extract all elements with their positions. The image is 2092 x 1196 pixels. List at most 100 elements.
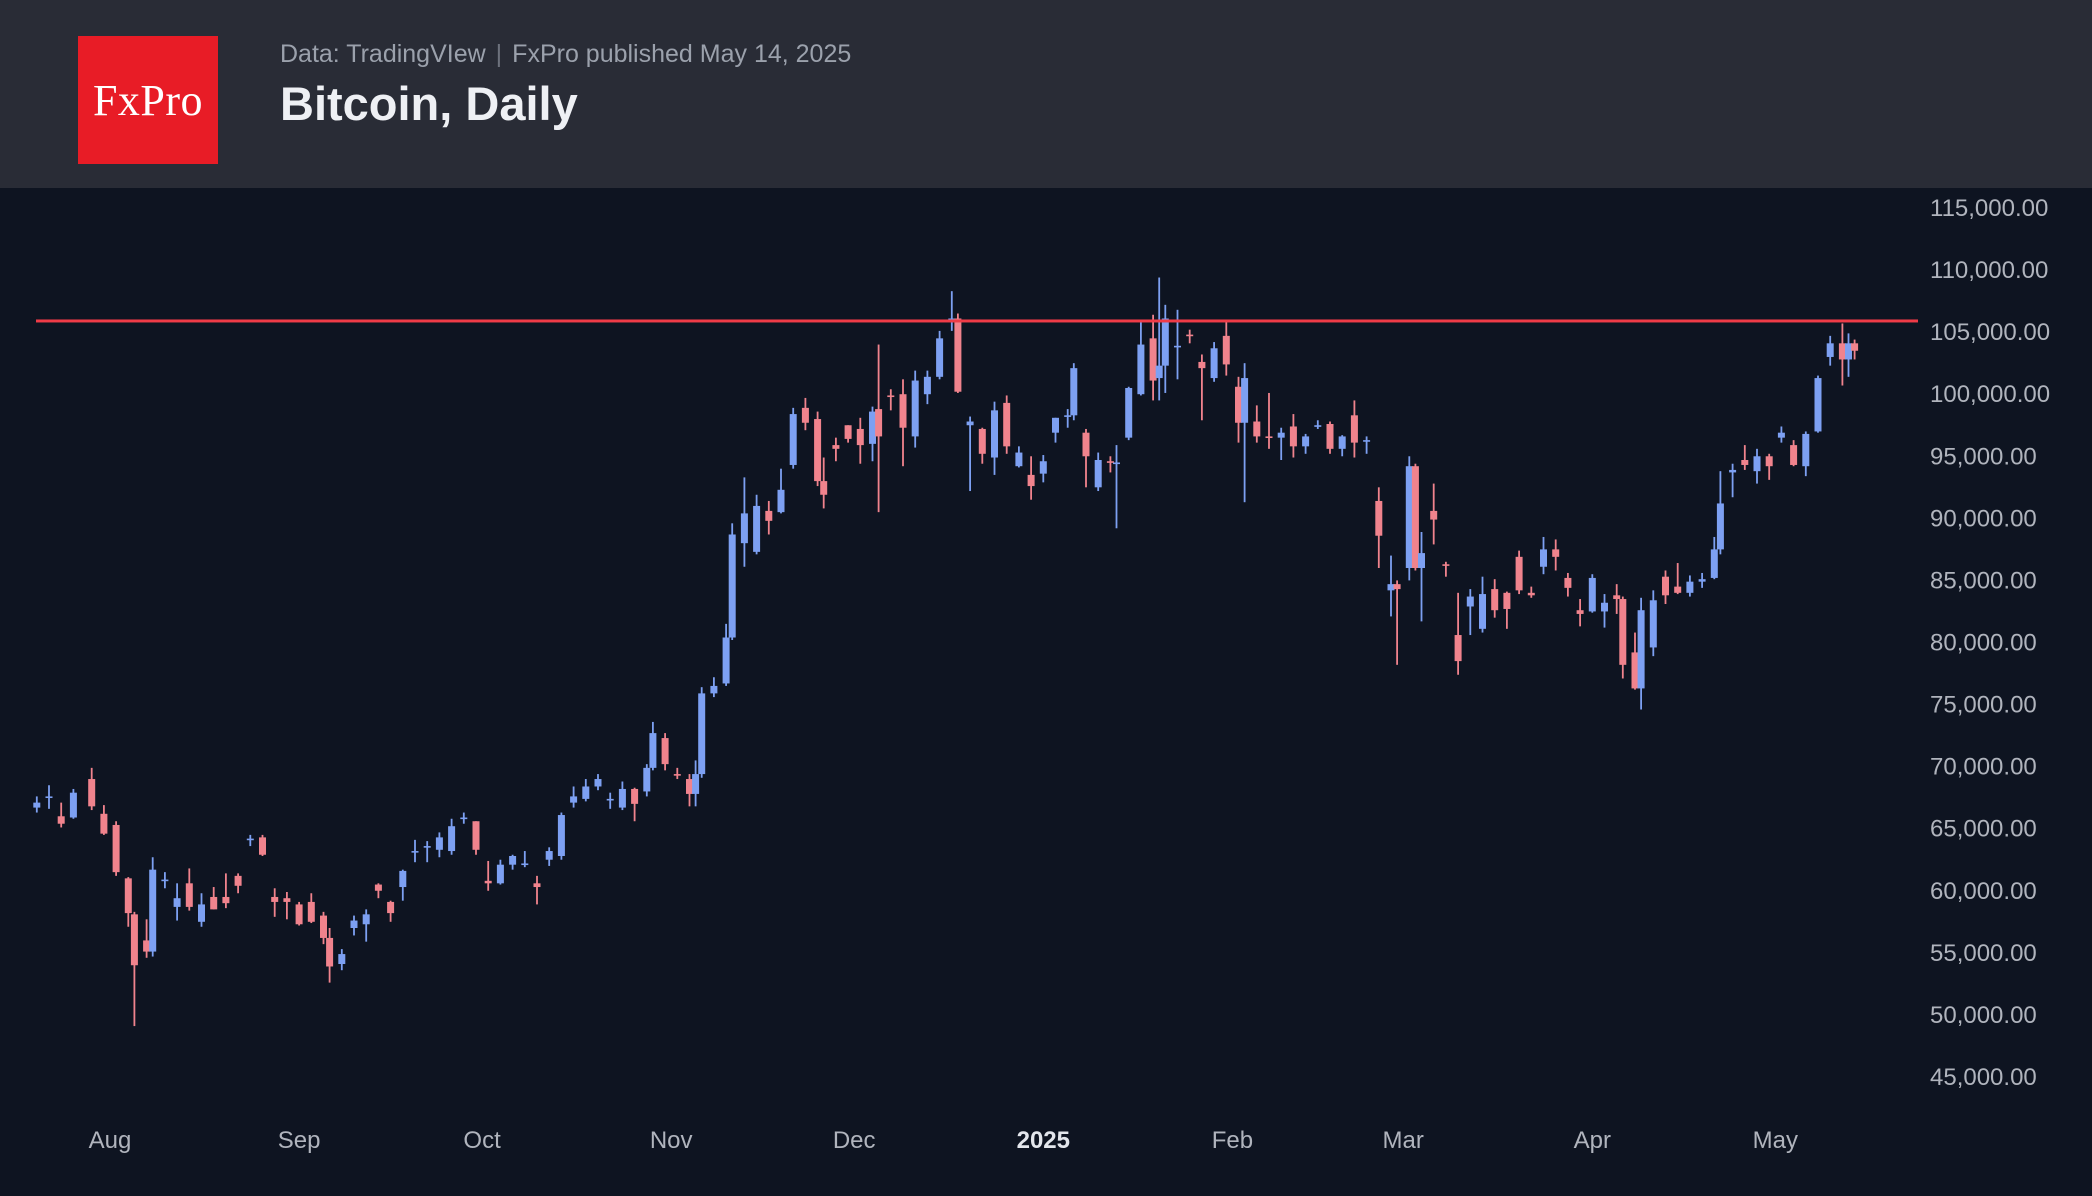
candle	[1210, 348, 1218, 379]
candle	[1155, 365, 1163, 379]
candle	[1113, 462, 1120, 465]
candle	[869, 411, 876, 444]
candle	[387, 901, 395, 914]
candle	[143, 940, 151, 952]
candle-wick	[1445, 561, 1447, 577]
candle	[1631, 652, 1639, 689]
candle	[618, 788, 626, 808]
chart-source-line: Data: TradingVIew | FxPro published May 14…	[280, 40, 851, 68]
candle-wick	[225, 873, 227, 909]
candle	[1710, 549, 1718, 578]
candle	[338, 954, 346, 965]
y-axis-label: 75,000.00	[1930, 692, 2037, 719]
candle	[954, 318, 962, 392]
candle	[1729, 469, 1737, 473]
candle	[1302, 436, 1310, 447]
candle	[814, 419, 822, 482]
y-axis-label: 90,000.00	[1930, 505, 2037, 532]
candle-wick	[1506, 591, 1508, 629]
candle	[173, 898, 181, 907]
candle	[1149, 338, 1157, 381]
candle	[69, 792, 77, 818]
candle	[259, 837, 266, 855]
candle	[1350, 415, 1358, 443]
candle-wick	[835, 437, 837, 462]
y-axis-label: 100,000.00	[1930, 381, 2050, 408]
candle-wick	[1530, 586, 1533, 598]
candle	[460, 817, 468, 820]
candle	[936, 338, 944, 377]
candle-wick	[365, 909, 368, 942]
candle	[271, 896, 279, 902]
header: FxPro Data: TradingVIew | FxPro published …	[0, 0, 2092, 188]
candle	[1222, 335, 1230, 365]
candle	[411, 851, 419, 853]
candle	[832, 445, 840, 449]
candle	[1338, 436, 1346, 449]
candle-wick	[1731, 463, 1734, 498]
candle-wick	[969, 416, 971, 492]
candle	[1802, 433, 1810, 467]
candle	[1540, 549, 1547, 567]
candle	[887, 395, 895, 398]
subtitle-separator: |	[495, 40, 503, 68]
x-axis-label: Nov	[650, 1127, 693, 1154]
candle-wick	[1457, 592, 1459, 675]
candle	[1777, 432, 1785, 438]
fxpro-logo: FxPro	[78, 36, 218, 164]
candle	[1454, 635, 1462, 662]
y-axis-label: 115,000.00	[1930, 195, 2048, 222]
candle	[686, 779, 693, 794]
candle-wick	[1280, 427, 1283, 461]
candle	[777, 489, 785, 513]
candle	[234, 875, 242, 886]
candle-wick	[1615, 584, 1618, 614]
candle	[100, 813, 108, 834]
resistance-line	[36, 319, 1918, 323]
candle	[570, 796, 578, 803]
candle-wick	[1743, 445, 1746, 470]
candle-wick	[145, 919, 148, 958]
x-axis-label: Oct	[463, 1127, 501, 1154]
candle-wick	[889, 389, 892, 411]
candle	[1393, 584, 1401, 590]
candle	[1686, 581, 1694, 593]
candle	[649, 733, 657, 768]
candle-wick	[133, 911, 136, 1027]
candle	[631, 788, 639, 804]
candle	[1015, 452, 1023, 467]
candlestick-chart: 115,000.00 110,000.00 105,000.00 100,000.00…	[33, 195, 2050, 1154]
candle	[198, 904, 205, 922]
y-axis-label: 70,000.00	[1930, 754, 2037, 781]
candle	[1674, 586, 1682, 593]
candle	[88, 779, 96, 807]
candle-wick	[1420, 532, 1423, 622]
y-axis-label: 105,000.00	[1930, 319, 2050, 346]
candle	[1576, 610, 1584, 614]
candle-wick	[1176, 309, 1179, 380]
candle	[1387, 584, 1395, 591]
candle	[1588, 577, 1596, 612]
candle-wick	[1085, 428, 1087, 488]
candle	[448, 826, 456, 852]
candle	[210, 896, 218, 910]
candle	[1527, 592, 1535, 596]
candle-wick	[1115, 445, 1118, 529]
candle	[33, 802, 41, 808]
candle-wick	[1676, 563, 1679, 595]
y-axis-label: 55,000.00	[1930, 940, 2037, 967]
candle	[1430, 510, 1438, 520]
fxpro-logo-text: FxPro	[92, 75, 204, 125]
candle	[362, 914, 370, 925]
candle	[1064, 415, 1072, 417]
candle	[789, 414, 797, 465]
candle	[820, 481, 828, 495]
candle	[557, 815, 565, 857]
candle	[710, 685, 718, 694]
candle	[1106, 461, 1114, 463]
candle	[722, 637, 730, 684]
candle	[673, 774, 681, 776]
candle	[911, 380, 919, 437]
candle	[423, 846, 431, 848]
candle	[161, 879, 169, 882]
